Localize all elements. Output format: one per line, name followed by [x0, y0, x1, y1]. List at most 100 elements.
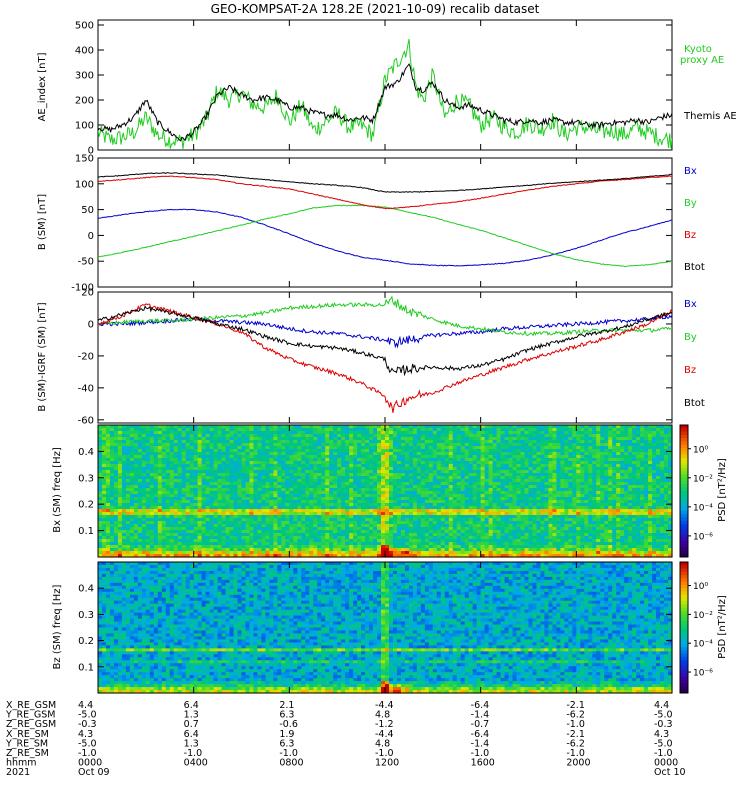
spectrogram-cell: [297, 485, 302, 489]
spectrogram-cell: [129, 542, 135, 546]
spectrogram-cell: [273, 482, 278, 486]
spectrogram-cell: [181, 539, 187, 543]
spectrogram-cell: [313, 449, 318, 453]
spectrogram-cell: [165, 494, 171, 498]
spectrogram-cell: [396, 485, 402, 489]
spectrogram-cell: [253, 548, 259, 552]
spectrogram-cell: [476, 449, 482, 453]
spectrogram-cell: [317, 431, 322, 435]
spectrogram-cell: [121, 524, 127, 528]
spectrogram-cell: [197, 437, 203, 441]
spectrogram-cell: [261, 425, 267, 429]
spectrogram-cell: [460, 428, 466, 432]
spectrogram-cell: [273, 467, 278, 471]
spectrogram-cell: [329, 488, 334, 492]
spectrogram-cell: [113, 431, 119, 435]
spectrogram-cell: [109, 458, 115, 462]
spectrogram-cell: [464, 488, 470, 492]
spectrogram-cell: [253, 521, 259, 525]
spectrogram-cell: [281, 500, 286, 504]
spectrogram-cell: [424, 464, 430, 468]
spectrogram-cell: [440, 425, 446, 429]
spectrogram-cell: [345, 452, 350, 456]
spectrogram-cell: [388, 473, 394, 477]
y-tick-label: -20: [78, 351, 94, 362]
spectrogram-cell: [217, 485, 223, 489]
spectrogram-cell: [337, 518, 342, 522]
spectrogram-cell: [349, 449, 354, 453]
spectrogram-cell: [325, 545, 330, 549]
spectrogram-cell: [153, 527, 159, 531]
spectrogram-cell: [137, 512, 143, 516]
spectrogram-cell: [257, 452, 263, 456]
spectrogram-cell: [237, 488, 243, 492]
spectrogram-cell: [177, 473, 183, 477]
spectrogram-cell: [345, 515, 350, 519]
spectrogram-cell: [476, 542, 482, 546]
spectrogram-cell: [277, 494, 282, 498]
spectrogram-cell: [500, 551, 506, 555]
spectrogram-cell: [385, 521, 390, 525]
spectrogram-cell: [496, 512, 502, 516]
spectrogram-cell: [105, 545, 111, 549]
spectrogram-cell: [241, 494, 247, 498]
spectrogram-cell: [309, 497, 314, 501]
spectrogram-cell: [189, 512, 195, 516]
spectrogram-cell: [205, 503, 211, 507]
spectrogram-cell: [281, 527, 286, 531]
spectrogram-cell: [396, 539, 402, 543]
spectrogram-cell: [504, 434, 510, 438]
spectrogram-cell: [400, 536, 406, 540]
spectrogram-cell: [321, 452, 326, 456]
spectrogram-cell: [181, 506, 187, 510]
spectrogram-cell: [468, 554, 474, 558]
spectrogram-cell: [193, 446, 199, 450]
spectrogram-cell: [464, 551, 470, 555]
spectrogram-cell: [472, 500, 478, 504]
spectrogram-cell: [209, 494, 215, 498]
spectrogram-cell: [241, 542, 247, 546]
spectrogram-cell: [337, 440, 342, 444]
spectrogram-cell: [416, 494, 422, 498]
spectrogram-cell: [472, 434, 478, 438]
spectrogram-cell: [321, 458, 326, 462]
spectrogram-cell: [125, 506, 131, 510]
spectrogram-cell: [345, 428, 350, 432]
spectrogram-cell: [396, 548, 402, 552]
spectrogram-cell: [377, 521, 382, 525]
spectrogram-cell: [329, 425, 334, 429]
spectrogram-cell: [464, 425, 470, 429]
spectrogram-cell: [321, 515, 326, 519]
spectrogram-cell: [221, 506, 227, 510]
spectrogram-cell: [285, 458, 290, 462]
spectrogram-cell: [201, 497, 207, 501]
spectrogram-cell: [165, 524, 171, 528]
spectrogram-cell: [516, 425, 522, 429]
spectrogram-cell: [109, 548, 115, 552]
spectrogram-cell: [436, 497, 442, 501]
spectrogram-cell: [452, 524, 458, 528]
spectrogram-cell: [520, 431, 526, 435]
spectrogram-cell: [273, 425, 278, 429]
spectrogram-cell: [145, 551, 151, 555]
spectrogram-cell: [416, 461, 422, 465]
spectrogram-cell: [516, 455, 522, 459]
spectrogram-cell: [213, 482, 219, 486]
spectrogram-cell: [137, 545, 143, 549]
spectrogram-cell: [321, 491, 326, 495]
spectrogram-cell: [133, 428, 139, 432]
spectrogram-cell: [129, 491, 135, 495]
spectrogram-cell: [241, 473, 247, 477]
spectrogram-cell: [448, 527, 454, 531]
spectrogram-cell: [237, 482, 243, 486]
spectrogram-cell: [496, 461, 502, 465]
spectrogram-cell: [157, 545, 163, 549]
spectrogram-cell: [165, 497, 171, 501]
spectrogram-cell: [492, 443, 498, 447]
spectrogram-cell: [500, 554, 506, 558]
spectrogram-cell: [448, 533, 454, 537]
spectrogram-cell: [293, 476, 298, 480]
spectrogram-cell: [528, 491, 534, 495]
spectrogram-cell: [133, 539, 139, 543]
spectrogram-cell: [173, 476, 179, 480]
